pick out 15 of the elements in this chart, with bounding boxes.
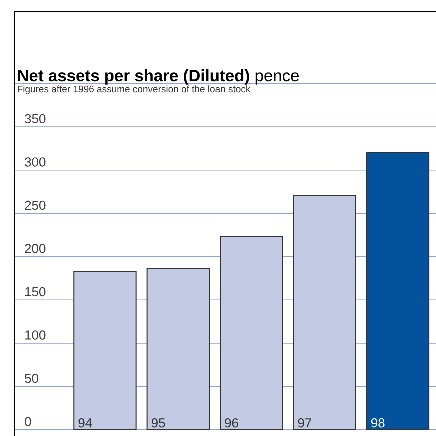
y-tick-label: 100	[26, 330, 46, 340]
y-tick-label: 250	[25, 200, 46, 210]
x-tick-label: 98	[371, 418, 385, 428]
y-tick-label: 300	[25, 158, 46, 167]
y-tick-label: 200	[25, 244, 46, 254]
y-tick-label: 0	[25, 417, 32, 426]
y-tick-label: 50	[25, 374, 38, 384]
x-tick-label: 95	[152, 418, 166, 428]
y-tick-label: 150	[26, 287, 46, 297]
text: Figures after 1996 assume conversion of the loan stock	[18, 86, 251, 94]
text: Net assets per share (Diluted) pence	[18, 70, 300, 85]
x-tick-label: 96	[225, 418, 238, 428]
x-tick-label: 94	[78, 418, 92, 428]
y-tick-label: 350	[25, 114, 46, 124]
x-tick-label: 97	[298, 418, 312, 428]
